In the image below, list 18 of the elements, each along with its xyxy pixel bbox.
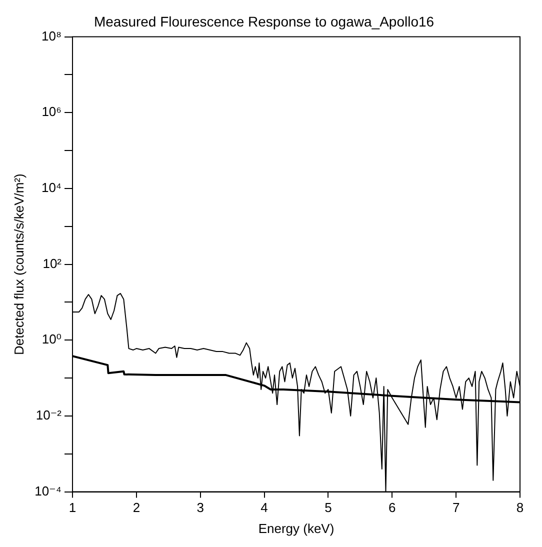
y-tick-label: 10⁻²: [36, 408, 62, 423]
y-tick-label: 10⁸: [42, 28, 62, 44]
y-tick-label: 10⁶: [42, 104, 62, 120]
x-axis-title: Energy (keV): [258, 520, 334, 536]
x-tick-label: 5: [324, 500, 332, 516]
x-tick-label: 1: [68, 500, 76, 516]
y-tick-label: 10⁴: [41, 180, 62, 196]
chart-title: Measured Flourescence Response to ogawa_Apollo16: [94, 13, 434, 30]
x-tick-label: 4: [260, 500, 268, 516]
y-tick-label: 10⁻⁴: [34, 483, 62, 498]
y-tick-label: 10⁰: [42, 332, 62, 347]
x-tick-label: 3: [196, 500, 204, 516]
x-tick-label: 2: [132, 500, 140, 516]
y-axis-title: Detected flux (counts/s/keV/m²): [11, 174, 26, 355]
y-tick-label: 10²: [42, 256, 62, 271]
x-tick-label: 7: [452, 500, 460, 516]
x-tick-label: 8: [516, 500, 524, 516]
x-tick-label: 6: [388, 500, 396, 516]
